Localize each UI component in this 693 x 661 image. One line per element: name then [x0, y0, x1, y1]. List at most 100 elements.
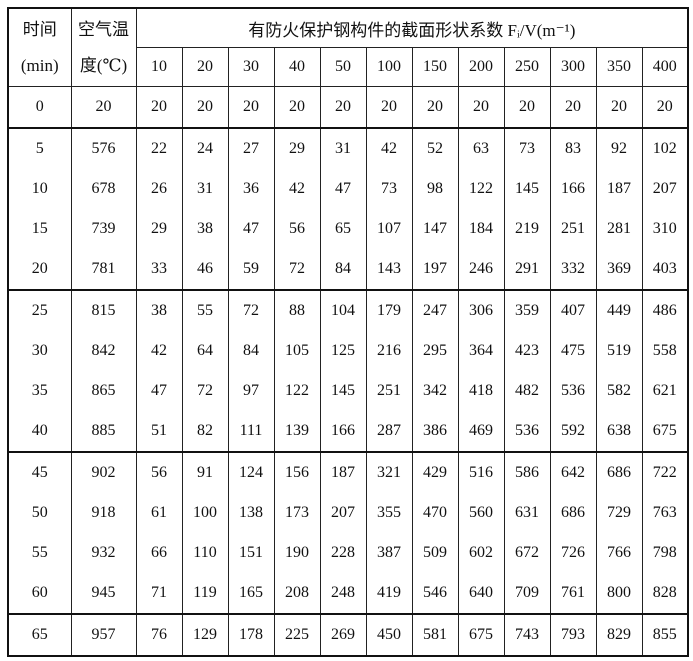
steel-temp-cell: 29 — [273, 127, 321, 169]
steel-temp-cell: 138 — [227, 493, 275, 533]
steel-temp-cell: 219 — [503, 209, 551, 249]
steel-temp-cell: 20 — [503, 86, 551, 128]
steel-temp-cell: 675 — [641, 411, 689, 452]
steel-temp-cell: 42 — [365, 127, 413, 169]
steel-temp-cell: 179 — [365, 289, 413, 331]
air-temp-cell: 20 — [70, 86, 137, 128]
steel-temp-cell: 71 — [135, 573, 183, 614]
time-cell: 35 — [7, 371, 72, 411]
steel-temp-cell: 124 — [227, 451, 275, 493]
steel-temp-cell: 73 — [365, 169, 413, 209]
steel-temp-cell: 486 — [641, 289, 689, 331]
steel-temp-cell: 29 — [135, 209, 183, 249]
air-temp-cell: 945 — [70, 573, 137, 614]
time-label: 时间 — [22, 19, 57, 39]
steel-temp-cell: 359 — [503, 289, 551, 331]
steel-temp-cell: 156 — [273, 451, 321, 493]
steel-temp-cell: 20 — [181, 86, 229, 128]
steel-temp-cell: 97 — [227, 371, 275, 411]
steel-temp-cell: 342 — [411, 371, 459, 411]
air-temp-cell: 815 — [70, 289, 137, 331]
factor-header: 10 — [135, 47, 183, 87]
steel-temp-cell: 104 — [319, 289, 367, 331]
time-cell: 25 — [7, 289, 72, 331]
steel-temp-cell: 51 — [135, 411, 183, 452]
steel-temp-cell: 122 — [273, 371, 321, 411]
steel-temp-cell: 558 — [641, 331, 689, 371]
steel-temp-cell: 269 — [319, 613, 367, 656]
steel-temp-cell: 516 — [457, 451, 505, 493]
time-cell: 30 — [7, 331, 72, 371]
steel-temp-cell: 828 — [641, 573, 689, 614]
steel-temp-cell: 216 — [365, 331, 413, 371]
steel-temp-cell: 47 — [227, 209, 275, 249]
steel-temp-cell: 281 — [595, 209, 643, 249]
steel-temp-cell: 855 — [641, 613, 689, 656]
steel-temp-cell: 102 — [641, 127, 689, 169]
time-cell: 55 — [7, 533, 72, 573]
time-cell: 20 — [7, 249, 72, 290]
steel-temp-cell: 449 — [595, 289, 643, 331]
steel-temp-cell: 798 — [641, 533, 689, 573]
steel-temp-cell: 20 — [365, 86, 413, 128]
table-row: 50 918 61 100 138 173 207 355 470 560 631 686 729 763 — [7, 493, 689, 533]
steel-temp-cell: 726 — [549, 533, 597, 573]
steel-temp-cell: 187 — [595, 169, 643, 209]
steel-temp-cell: 110 — [181, 533, 229, 573]
steel-temp-cell: 63 — [457, 127, 505, 169]
steel-temp-cell: 122 — [457, 169, 505, 209]
steel-temp-cell: 248 — [319, 573, 367, 614]
steel-temp-cell: 56 — [273, 209, 321, 249]
steel-temp-cell: 52 — [411, 127, 459, 169]
factor-header: 250 — [503, 47, 551, 87]
steel-temp-cell: 119 — [181, 573, 229, 614]
air-temp-cell: 932 — [70, 533, 137, 573]
table-row: 5 576 22 24 27 29 31 42 52 63 73 83 92 102 — [7, 127, 689, 169]
steel-temp-cell: 403 — [641, 249, 689, 290]
steel-temperature-table: 时间 (min) 空气温 度(℃) 有防火保护钢构件的截面形状系数 Fᵢ/V(m… — [7, 7, 690, 657]
steel-temp-cell: 173 — [273, 493, 321, 533]
steel-temp-cell: 72 — [227, 289, 275, 331]
factor-header: 200 — [457, 47, 505, 87]
steel-temp-cell: 582 — [595, 371, 643, 411]
steel-temp-cell: 291 — [503, 249, 551, 290]
steel-temp-cell: 64 — [181, 331, 229, 371]
steel-temp-cell: 581 — [411, 613, 459, 656]
steel-temp-cell: 151 — [227, 533, 275, 573]
steel-temp-cell: 386 — [411, 411, 459, 452]
air-temp-cell: 865 — [70, 371, 137, 411]
steel-temp-cell: 27 — [227, 127, 275, 169]
factor-header: 20 — [181, 47, 229, 87]
steel-temp-cell: 107 — [365, 209, 413, 249]
steel-temp-cell: 46 — [181, 249, 229, 290]
steel-temp-cell: 287 — [365, 411, 413, 452]
steel-temp-cell: 98 — [411, 169, 459, 209]
steel-temp-cell: 20 — [135, 86, 183, 128]
steel-temp-cell: 22 — [135, 127, 183, 169]
steel-temp-cell: 84 — [227, 331, 275, 371]
steel-temp-cell: 26 — [135, 169, 183, 209]
table-row: 55 932 66 110 151 190 228 387 509 602 672 726 766 798 — [7, 533, 689, 573]
steel-temp-cell: 419 — [365, 573, 413, 614]
air-temp-cell: 902 — [70, 451, 137, 493]
steel-temp-cell: 187 — [319, 451, 367, 493]
steel-temp-cell: 509 — [411, 533, 459, 573]
steel-temp-cell: 364 — [457, 331, 505, 371]
steel-temp-cell: 166 — [319, 411, 367, 452]
steel-temp-cell: 47 — [135, 371, 183, 411]
steel-temp-cell: 686 — [595, 451, 643, 493]
steel-temp-cell: 92 — [595, 127, 643, 169]
steel-temp-cell: 91 — [181, 451, 229, 493]
steel-temp-cell: 560 — [457, 493, 505, 533]
factor-header: 50 — [319, 47, 367, 87]
steel-temp-cell: 722 — [641, 451, 689, 493]
steel-temp-cell: 208 — [273, 573, 321, 614]
steel-temp-cell: 72 — [273, 249, 321, 290]
steel-temp-cell: 761 — [549, 573, 597, 614]
factor-header: 100 — [365, 47, 413, 87]
time-cell: 60 — [7, 573, 72, 614]
table-row: 25 815 38 55 72 88 104 179 247 306 359 407 449 486 — [7, 289, 689, 331]
time-cell: 50 — [7, 493, 72, 533]
air-temp-cell: 918 — [70, 493, 137, 533]
steel-temp-cell: 743 — [503, 613, 551, 656]
